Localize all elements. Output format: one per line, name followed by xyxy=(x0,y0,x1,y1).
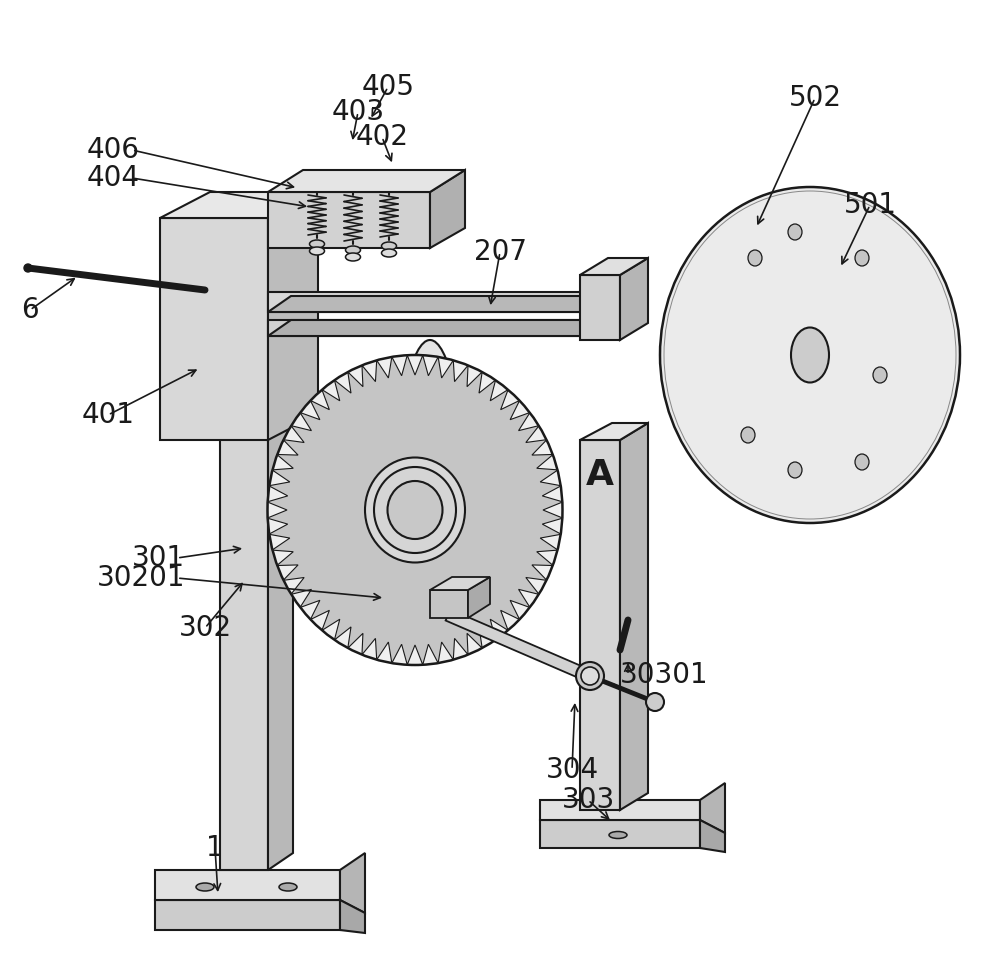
Ellipse shape xyxy=(382,249,396,257)
Polygon shape xyxy=(160,192,318,218)
Polygon shape xyxy=(268,192,318,440)
Ellipse shape xyxy=(748,250,762,266)
Ellipse shape xyxy=(24,264,32,272)
Polygon shape xyxy=(160,218,268,440)
Polygon shape xyxy=(590,306,613,336)
Polygon shape xyxy=(155,870,340,900)
Ellipse shape xyxy=(388,481,442,539)
Text: 406: 406 xyxy=(87,136,140,164)
Ellipse shape xyxy=(855,250,869,266)
Polygon shape xyxy=(580,275,620,340)
Ellipse shape xyxy=(576,662,604,690)
Text: 403: 403 xyxy=(331,98,385,126)
Polygon shape xyxy=(540,820,700,848)
Polygon shape xyxy=(268,296,613,312)
Ellipse shape xyxy=(346,253,360,261)
Polygon shape xyxy=(540,800,700,820)
Polygon shape xyxy=(446,610,582,677)
Polygon shape xyxy=(268,320,613,336)
Ellipse shape xyxy=(741,427,755,443)
Text: 405: 405 xyxy=(362,73,415,101)
Polygon shape xyxy=(430,170,465,248)
Text: 401: 401 xyxy=(82,401,134,429)
Polygon shape xyxy=(590,278,613,312)
Text: 30201: 30201 xyxy=(96,564,185,592)
Polygon shape xyxy=(700,783,725,833)
Text: A: A xyxy=(586,458,614,492)
Text: 303: 303 xyxy=(561,786,615,814)
Text: 301: 301 xyxy=(132,544,185,572)
Polygon shape xyxy=(468,577,490,618)
Ellipse shape xyxy=(310,247,324,255)
Ellipse shape xyxy=(609,832,627,839)
Ellipse shape xyxy=(268,355,562,665)
Text: 404: 404 xyxy=(87,164,140,192)
Polygon shape xyxy=(220,373,293,390)
Polygon shape xyxy=(268,373,293,870)
Text: 6: 6 xyxy=(21,296,39,324)
Polygon shape xyxy=(340,900,365,933)
Text: 402: 402 xyxy=(356,123,409,151)
Polygon shape xyxy=(620,258,648,340)
Ellipse shape xyxy=(310,240,324,248)
Text: 501: 501 xyxy=(844,191,896,219)
Polygon shape xyxy=(430,590,468,618)
Polygon shape xyxy=(267,355,563,665)
Text: 502: 502 xyxy=(788,84,842,112)
Polygon shape xyxy=(155,900,340,930)
Ellipse shape xyxy=(396,340,464,660)
Ellipse shape xyxy=(873,367,887,383)
Polygon shape xyxy=(340,853,365,913)
Ellipse shape xyxy=(279,883,297,891)
Polygon shape xyxy=(220,390,268,870)
Polygon shape xyxy=(430,577,490,590)
Polygon shape xyxy=(580,440,620,810)
Ellipse shape xyxy=(346,246,360,254)
Ellipse shape xyxy=(855,454,869,470)
Ellipse shape xyxy=(660,187,960,523)
Ellipse shape xyxy=(788,462,802,478)
Ellipse shape xyxy=(196,883,214,891)
Polygon shape xyxy=(580,258,648,275)
Text: 1: 1 xyxy=(206,834,224,862)
Ellipse shape xyxy=(300,389,530,631)
Polygon shape xyxy=(700,820,725,852)
Polygon shape xyxy=(268,320,590,336)
Text: 207: 207 xyxy=(474,238,526,266)
Ellipse shape xyxy=(646,693,664,711)
Ellipse shape xyxy=(365,457,465,563)
Polygon shape xyxy=(268,292,590,312)
Text: 302: 302 xyxy=(178,614,232,642)
Polygon shape xyxy=(620,423,648,810)
Ellipse shape xyxy=(374,467,456,553)
Text: 304: 304 xyxy=(545,756,599,784)
Polygon shape xyxy=(580,423,648,440)
Polygon shape xyxy=(268,170,465,192)
Ellipse shape xyxy=(788,224,802,240)
Polygon shape xyxy=(268,192,430,248)
Text: 30301: 30301 xyxy=(620,661,709,689)
Ellipse shape xyxy=(791,327,829,382)
Ellipse shape xyxy=(581,667,599,685)
Ellipse shape xyxy=(382,242,396,250)
